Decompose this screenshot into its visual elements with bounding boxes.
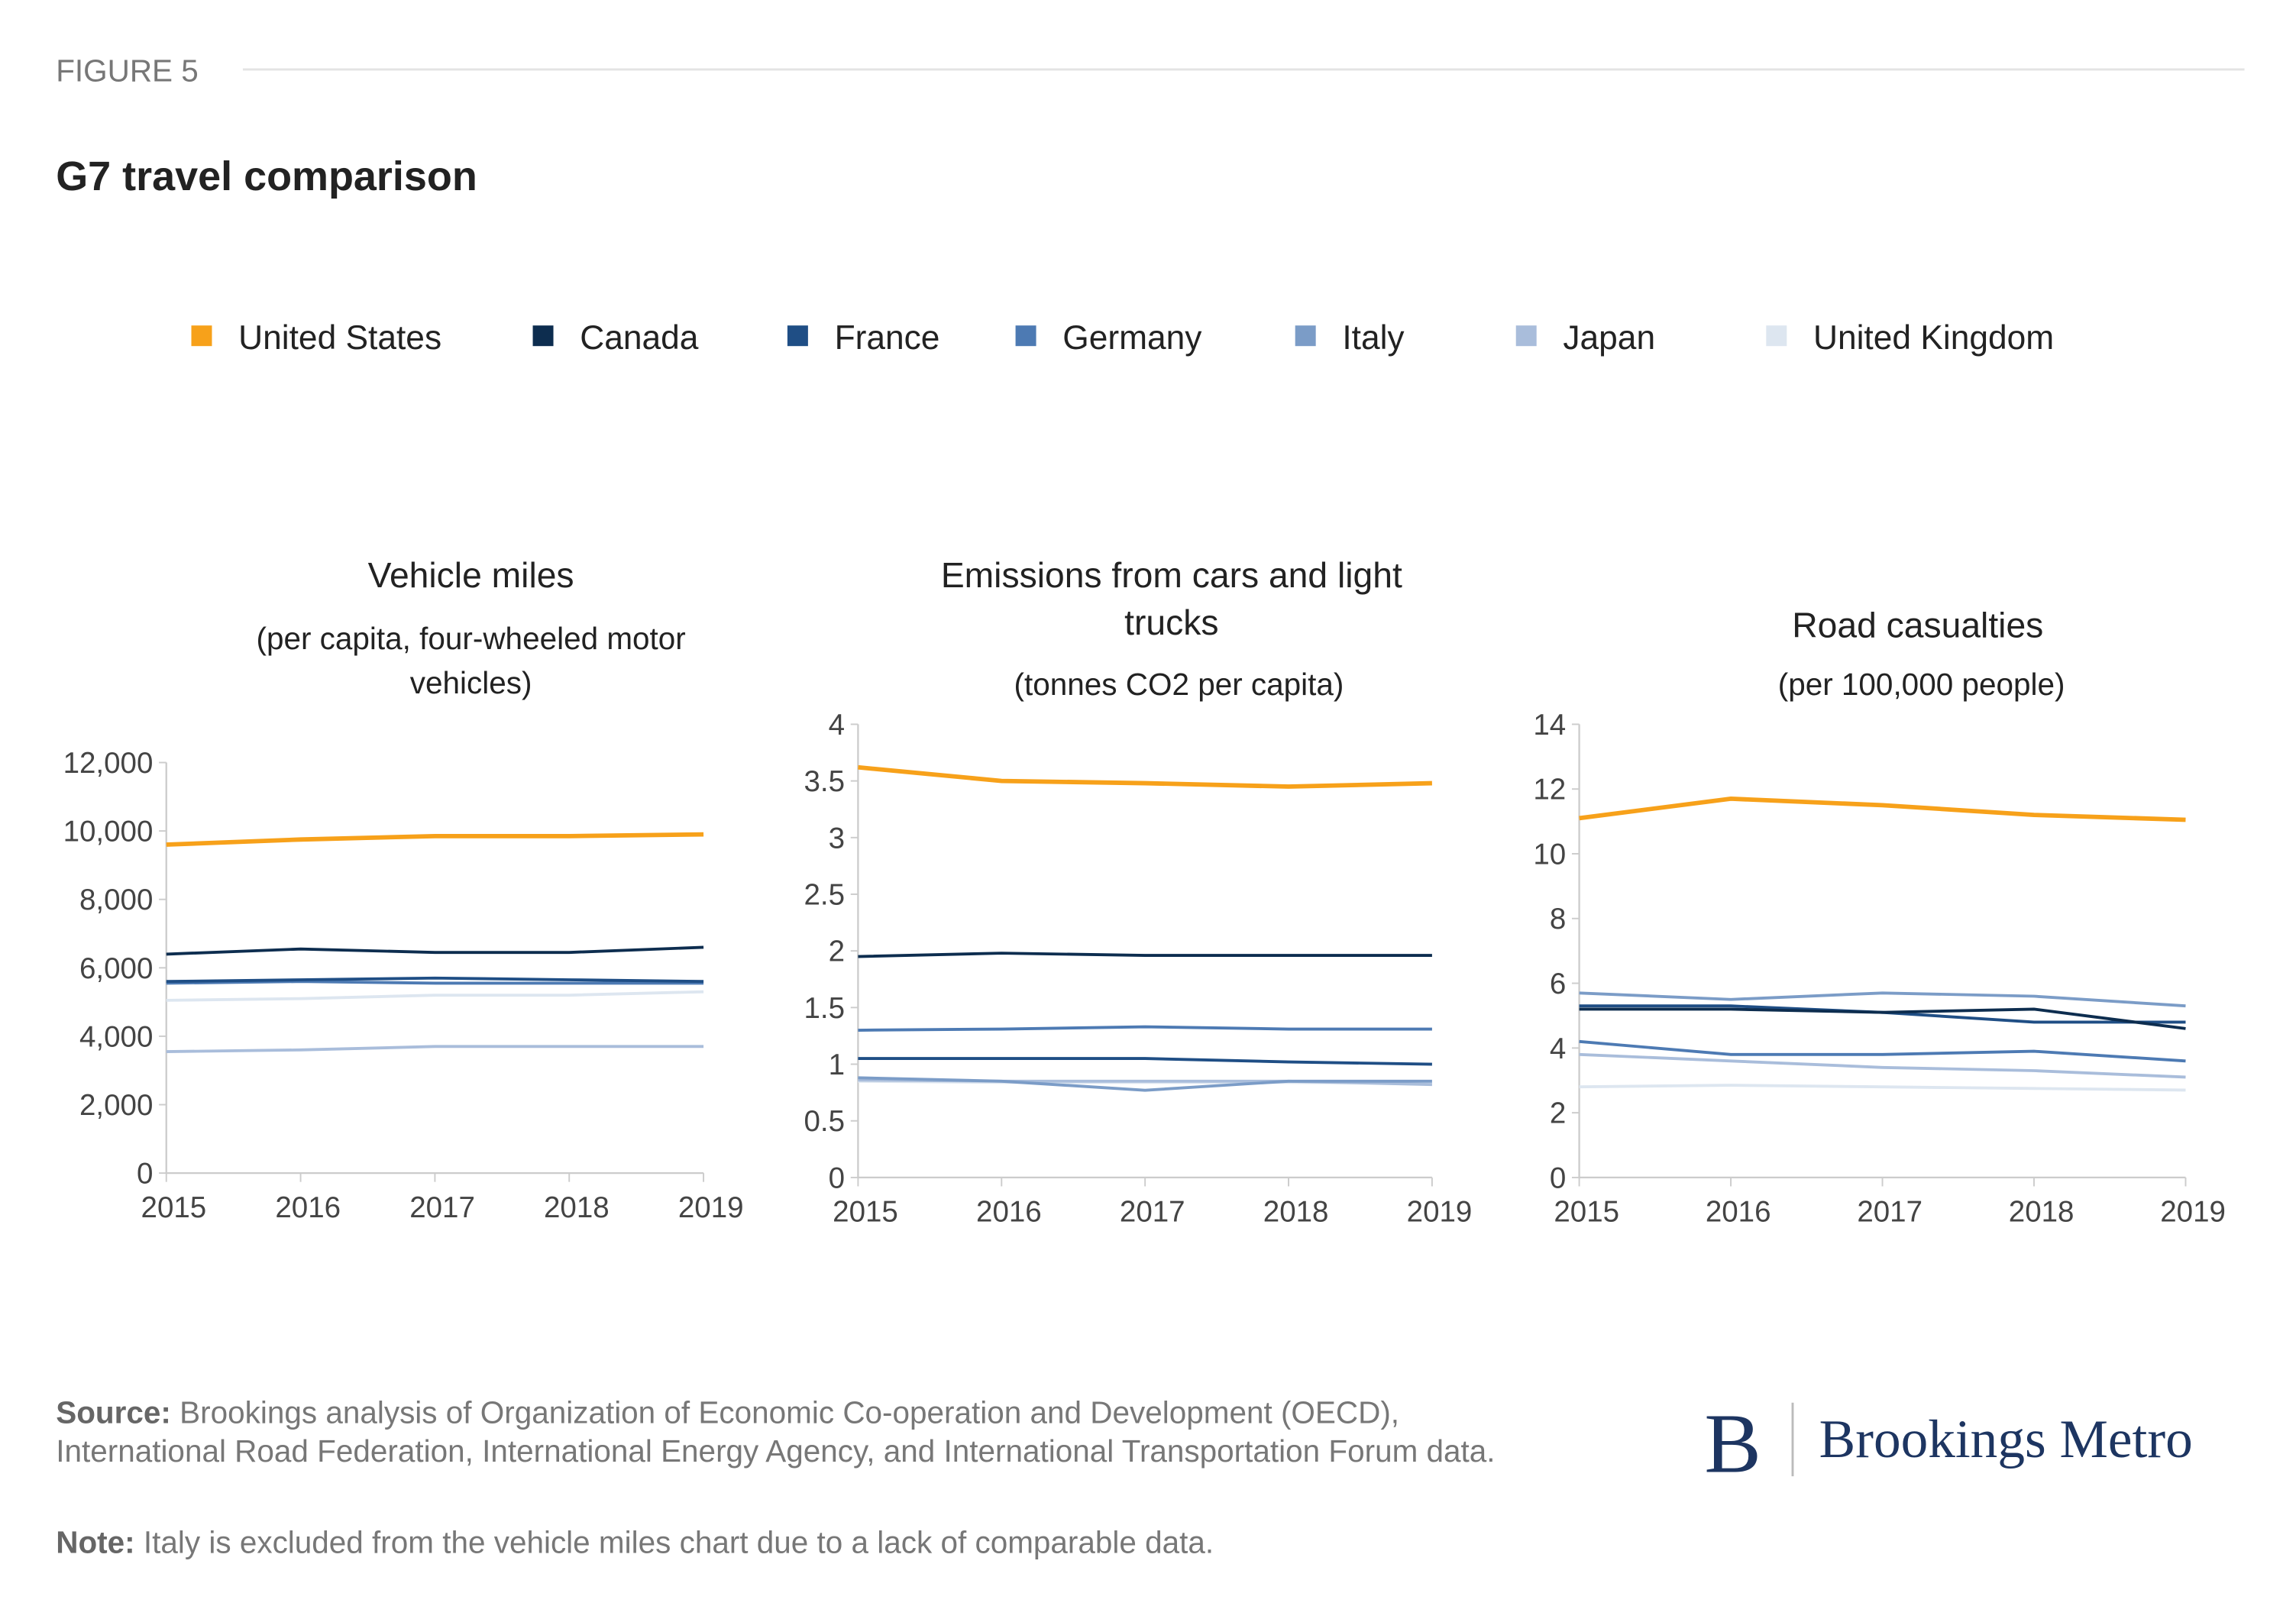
panel-subtitle-box: (per 100,000 people)	[1777, 668, 2065, 703]
series-line	[858, 952, 1432, 958]
y-tick-label: 4	[829, 709, 845, 742]
series-line	[166, 1045, 704, 1054]
series-line	[166, 832, 704, 847]
y-tick-label: 2,000	[79, 1089, 153, 1122]
source: Source: Brookings analysis of Organizati…	[56, 1395, 1528, 1472]
legend-swatch	[191, 325, 212, 347]
x-tick-label: 2018	[1263, 1196, 1329, 1229]
note-label: Note:	[56, 1526, 135, 1560]
y-tick-label: 0	[137, 1158, 153, 1191]
note: Note: Italy is excluded from the vehicle…	[56, 1525, 1528, 1563]
y-tick-label: 10,000	[63, 816, 154, 848]
source-box: Source: Brookings analysis of Organizati…	[56, 1395, 1528, 1472]
series-line	[858, 764, 1432, 789]
legend-label: Canada	[580, 319, 699, 357]
series-line	[166, 980, 704, 985]
y-tick-label: 6	[1550, 968, 1566, 1000]
x-tick-label: 2019	[678, 1191, 744, 1224]
legend-label: France	[835, 319, 940, 357]
x-tick-label: 2017	[1857, 1196, 1922, 1229]
series-line	[858, 1057, 1432, 1066]
legend-label: Japan	[1563, 319, 1655, 357]
y-tick-label: 2	[829, 935, 845, 968]
y-tick-label: 0	[829, 1162, 845, 1194]
series-line	[166, 945, 704, 956]
y-tick-label: 2.5	[804, 878, 846, 911]
legend-label: Italy	[1342, 319, 1405, 357]
y-tick-label: 0	[1550, 1162, 1566, 1194]
legend-swatch	[1766, 325, 1787, 347]
panel-subtitle-box: (per capita, four-wheeled motor vehicles…	[256, 622, 686, 701]
panel-title: Road casualties	[1792, 606, 2044, 647]
x-tick-label: 2017	[1120, 1196, 1185, 1229]
y-tick-label: 8	[1550, 903, 1566, 935]
y-tick-label: 12,000	[63, 747, 154, 780]
y-tick-label: 2	[1550, 1097, 1566, 1130]
series-line	[1579, 1007, 2186, 1030]
legend-swatch	[1515, 325, 1537, 347]
series-line	[1579, 1039, 2186, 1063]
series-line	[1579, 1084, 2186, 1092]
legend-label: United Kingdom	[1813, 319, 2054, 357]
y-tick-label: 0.5	[804, 1105, 846, 1138]
x-tick-label: 2015	[1554, 1196, 1619, 1229]
x-tick-label: 2019	[1407, 1196, 1473, 1229]
note-box: Note: Italy is excluded from the vehicle…	[56, 1525, 1528, 1563]
x-tick-label: 2018	[544, 1191, 610, 1224]
panel-subtitle: (per 100,000 people)	[1777, 668, 2065, 703]
y-tick-label: 3.5	[804, 765, 846, 798]
y-tick-label: 14	[1533, 709, 1566, 742]
source-label: Source:	[56, 1397, 171, 1431]
legend-swatch	[1295, 325, 1316, 347]
legend-label: United States	[238, 319, 441, 357]
legend-swatch	[787, 325, 808, 347]
note-text: Italy is excluded from the vehicle miles…	[143, 1526, 1214, 1560]
x-tick-label: 2019	[2160, 1196, 2226, 1229]
x-tick-label: 2017	[409, 1191, 475, 1224]
series-line	[1579, 1052, 2186, 1079]
y-tick-label: 6,000	[79, 952, 153, 985]
series-line	[858, 1025, 1432, 1032]
y-tick-label: 10	[1533, 838, 1566, 871]
panel-title: Vehicle miles	[367, 556, 574, 596]
x-tick-label: 2016	[1706, 1196, 1771, 1229]
series-line	[166, 976, 704, 984]
x-tick-label: 2015	[833, 1196, 898, 1229]
logo-text: Brookings Metro	[1819, 1409, 2193, 1469]
series-line	[858, 1076, 1432, 1092]
panel-subtitle-box: (tonnes CO2 per capita)	[1014, 668, 1344, 703]
x-tick-label: 2018	[2009, 1196, 2074, 1229]
y-tick-label: 3	[829, 822, 845, 855]
panel-title-box: Road casualties	[1792, 606, 2044, 647]
series-line	[1579, 991, 2186, 1008]
x-tick-label: 2016	[976, 1196, 1042, 1229]
panel-subtitle: (tonnes CO2 per capita)	[1014, 668, 1344, 703]
y-tick-label: 4	[1550, 1032, 1566, 1065]
panel-title-box: Emissions from cars and light trucks	[940, 556, 1402, 644]
panel-subtitle: (per capita, four-wheeled motor vehicles…	[256, 622, 686, 701]
panel-title: Emissions from cars and light trucks	[940, 556, 1402, 644]
y-tick-label: 1	[829, 1049, 845, 1081]
legend-label: Germany	[1062, 319, 1202, 357]
y-tick-label: 1.5	[804, 992, 846, 1025]
figure-label: FIGURE 5	[56, 53, 199, 88]
legend-swatch	[1015, 325, 1036, 347]
y-tick-label: 8,000	[79, 884, 153, 916]
x-tick-label: 2015	[141, 1191, 207, 1224]
x-tick-label: 2016	[275, 1191, 341, 1224]
figure-title: G7 travel comparison	[56, 153, 477, 199]
y-tick-label: 12	[1533, 774, 1566, 806]
legend-swatch	[532, 325, 554, 347]
logo-letter: B	[1704, 1396, 1761, 1491]
panel-title-box: Vehicle miles	[367, 556, 574, 596]
series-line	[1579, 797, 2186, 822]
y-tick-label: 4,000	[79, 1020, 153, 1053]
series-line	[166, 990, 704, 1002]
source-text: Brookings analysis of Organization of Ec…	[56, 1397, 1496, 1469]
